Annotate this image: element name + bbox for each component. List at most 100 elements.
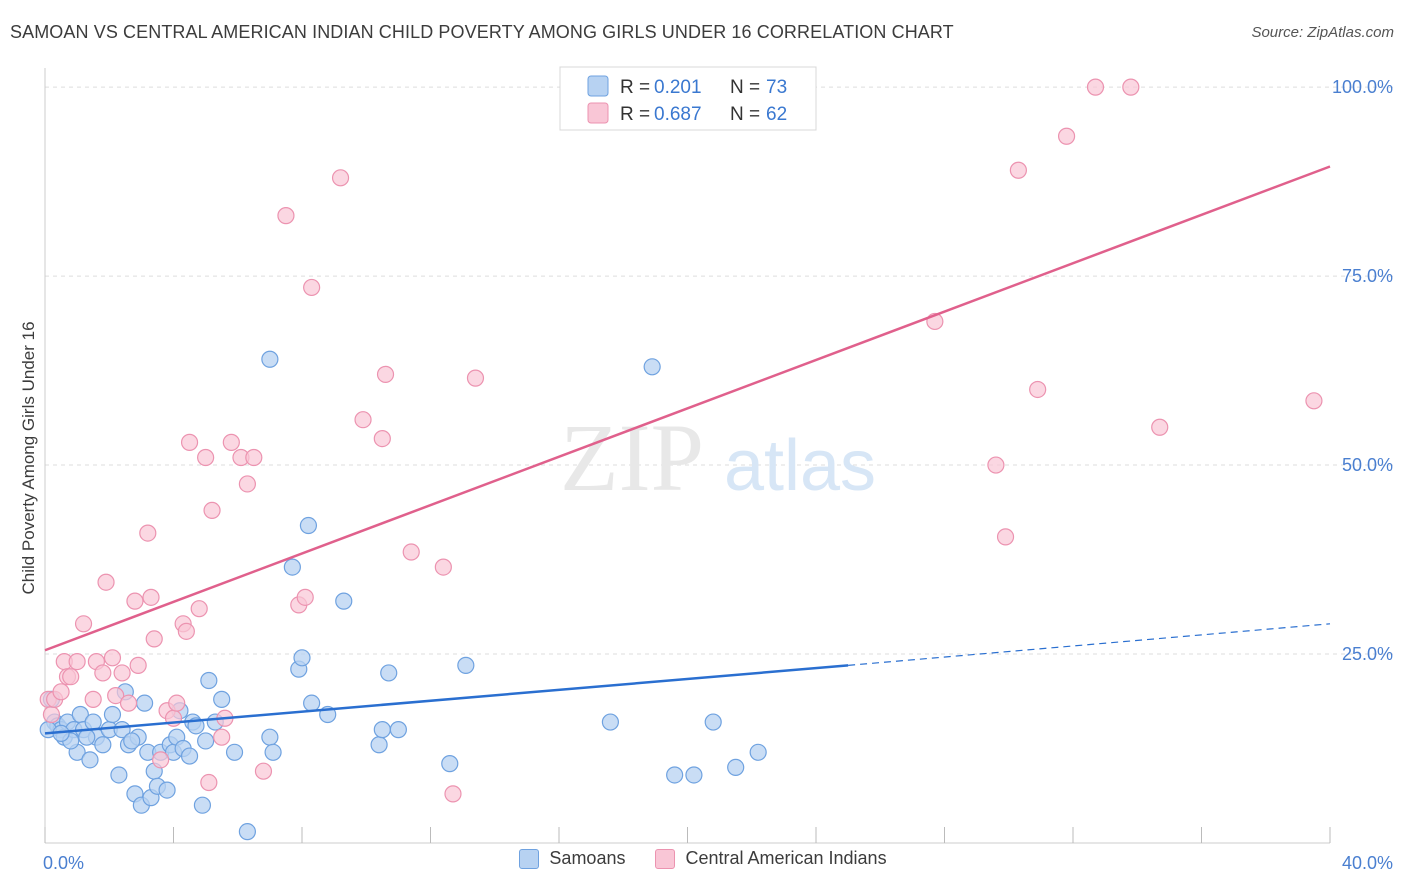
samoans-point (193, 796, 212, 814)
samoans-point (373, 721, 391, 739)
cai-point (129, 656, 147, 674)
samoans-trendline (44, 664, 849, 735)
cai-point (245, 448, 263, 467)
x-tick-label: 40.0% (1342, 853, 1393, 873)
cai-point (1029, 380, 1047, 399)
y-axis-label: Child Poverty Among Girls Under 16 (19, 321, 38, 594)
cai-point (254, 762, 273, 780)
y-tick-labels: 25.0% 50.0% 75.0% 100.0% (1332, 77, 1393, 664)
cai-point (168, 694, 186, 712)
samoans-point (213, 690, 231, 708)
samoans-point (643, 358, 661, 376)
samoans-point (135, 694, 154, 712)
legend-n-label-2: N = (730, 104, 760, 125)
samoans-point (94, 736, 112, 754)
cai-point (444, 785, 462, 803)
samoans-point (380, 664, 398, 682)
samoans-point (457, 656, 475, 674)
source-label: Source: ZipAtlas.com (1251, 24, 1394, 41)
cai-point (68, 652, 86, 671)
legend-label-samoans: Samoans (549, 848, 626, 868)
cai-point (376, 365, 395, 383)
samoans-point (81, 751, 99, 769)
samoans-point (123, 732, 141, 750)
cai-point (238, 475, 256, 493)
cai-point (84, 690, 102, 708)
samoans-point (238, 823, 256, 841)
samoans-point (727, 758, 745, 777)
legend-item-cai: Central American Indians (655, 848, 887, 869)
legend-r-value-1: 0.201 (654, 77, 702, 98)
samoans-point (103, 705, 122, 724)
legend-r-value-2: 0.687 (654, 104, 702, 125)
trendlines (44, 165, 1331, 735)
samoans-swatch (519, 848, 540, 869)
samoans-point (261, 350, 279, 368)
cai-point (97, 573, 115, 591)
cai-point (277, 207, 295, 225)
legend-swatch-cai (587, 102, 609, 124)
cai-point (1086, 78, 1105, 96)
samoans-point (110, 766, 128, 784)
cai-point (1009, 161, 1027, 179)
grid (45, 86, 1395, 655)
samoans-point (441, 755, 459, 773)
y-tick-label: 50.0% (1342, 455, 1393, 475)
cai-point (434, 558, 452, 576)
cai-point (42, 705, 61, 724)
watermark-atlas: atlas (724, 426, 876, 506)
samoans-point (264, 743, 282, 761)
samoans-point (335, 592, 353, 610)
cai-point (200, 773, 218, 792)
cai-point (94, 664, 112, 682)
legend-n-label-1: N = (730, 77, 760, 98)
samoans-point (370, 736, 388, 754)
cai-point (126, 592, 144, 610)
samoans-point (225, 743, 244, 761)
cai-point (987, 456, 1005, 474)
cai-point (373, 430, 391, 448)
y-tick-label: 100.0% (1332, 77, 1393, 97)
cai-point (303, 278, 321, 297)
x-tick-labels: 0.0% 40.0% (43, 853, 1393, 873)
cai-point (331, 169, 350, 187)
legend-n-value-2: 62 (766, 104, 787, 125)
cai-point (466, 369, 485, 387)
y-tick-label: 25.0% (1342, 644, 1393, 664)
cai-point (107, 687, 125, 705)
cai-point (52, 683, 70, 701)
central-american-indians-points (39, 78, 1323, 803)
samoans-point (197, 732, 215, 750)
samoans-point (200, 671, 218, 690)
legend-r-label-2: R = (620, 104, 650, 125)
cai-point (145, 630, 163, 648)
samoans-point (749, 743, 767, 761)
cai-point (213, 728, 231, 746)
cai-point (402, 543, 420, 561)
samoans-point (389, 721, 407, 739)
cai-point (996, 528, 1015, 546)
samoans-point (299, 516, 318, 535)
cai-point (103, 649, 122, 667)
cai-point (62, 668, 80, 686)
cai-point (222, 433, 240, 451)
samoans-point (293, 649, 311, 667)
cai-point (1305, 392, 1323, 410)
cai-point (180, 433, 199, 451)
legend-item-samoans: Samoans (519, 848, 625, 869)
cai-point (190, 600, 208, 618)
legend-top: R = 0.201 N = 73 R = 0.687 N = 62 (559, 66, 817, 131)
legend-r-label-1: R = (620, 77, 650, 98)
cai-point (203, 501, 221, 520)
samoans-trendline-extension (848, 623, 1331, 666)
cai-point (113, 664, 131, 682)
legend-swatch-samoans (587, 75, 609, 97)
legend-label-cai: Central American Indians (685, 848, 887, 868)
cai-point (1151, 418, 1169, 436)
samoans-point (303, 694, 321, 712)
samoans-point (666, 766, 684, 784)
samoans-point (601, 713, 620, 731)
samoans-point (261, 728, 279, 746)
cai-point (139, 524, 157, 542)
cai-point (197, 448, 215, 467)
